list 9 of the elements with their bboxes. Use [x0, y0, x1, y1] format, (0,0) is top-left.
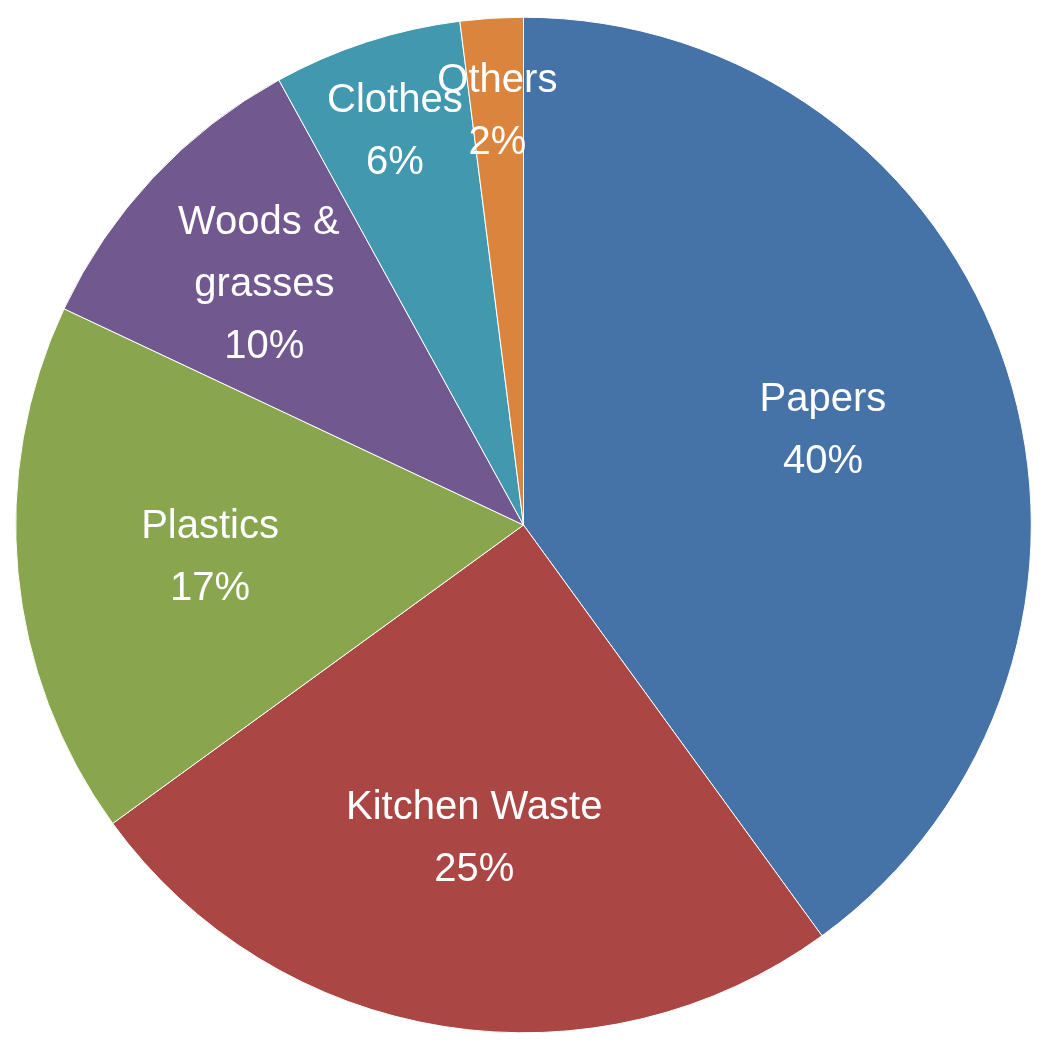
slice-label: Woods & grasses [178, 197, 351, 304]
slice-label: Plastics [141, 501, 279, 546]
slice-label: Papers [759, 374, 887, 419]
data-label: 40% [782, 436, 863, 481]
data-label: 10% [224, 321, 305, 366]
data-label: 25% [434, 844, 515, 889]
slice-label: Kitchen Waste [346, 782, 603, 827]
data-label: 6% [365, 137, 424, 182]
data-label: 17% [170, 563, 251, 608]
